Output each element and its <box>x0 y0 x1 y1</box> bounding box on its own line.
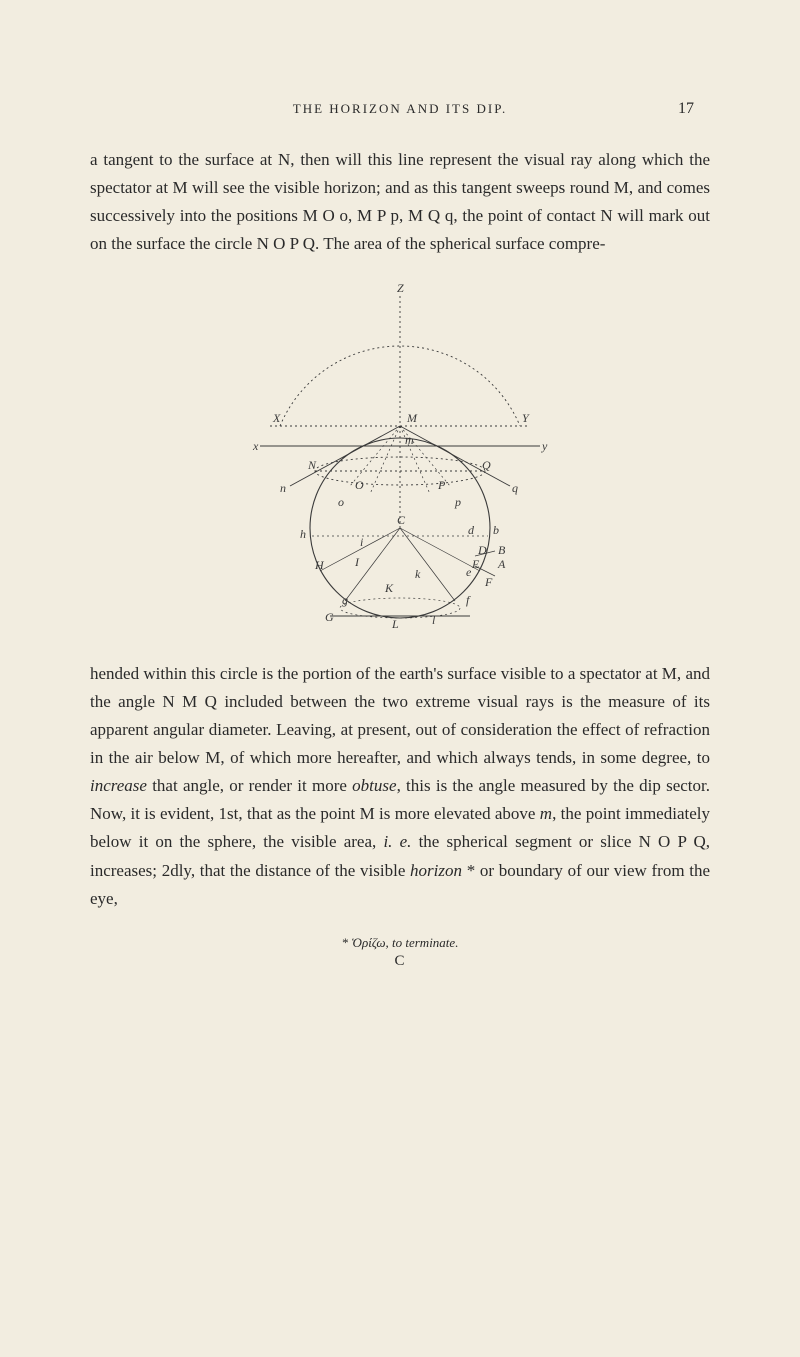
label-i: i <box>360 535 363 549</box>
label-h: h <box>300 527 306 541</box>
label-I: I <box>354 555 360 569</box>
label-H: H <box>314 558 325 572</box>
label-B: B <box>498 543 506 557</box>
paragraph-2: hended within this circle is the portion… <box>90 660 710 912</box>
label-D: D <box>477 543 487 557</box>
label-Z: Z <box>397 281 404 295</box>
label-P: P <box>437 478 446 492</box>
label-G: G <box>325 610 334 624</box>
footnote: * Ὁρίζω, to terminate. <box>90 935 710 951</box>
label-K: K <box>384 581 394 595</box>
label-y: y <box>541 439 548 453</box>
figure-container: Z X Y x y M m N Q n q O P o p C d b h i <box>90 276 710 636</box>
label-b: b <box>493 523 499 537</box>
label-g: g <box>342 593 348 607</box>
label-M: M <box>406 411 418 425</box>
label-L: L <box>391 617 399 631</box>
label-k: k <box>415 567 421 581</box>
label-N: N <box>307 458 317 472</box>
label-p: p <box>454 495 461 509</box>
label-X: X <box>272 411 281 425</box>
p2-italic-2: obtuse <box>352 776 396 795</box>
page-number: 17 <box>664 100 694 118</box>
label-x: x <box>252 439 259 453</box>
label-Y: Y <box>522 411 530 425</box>
horizon-diagram: Z X Y x y M m N Q n q O P o p C d b h i <box>220 276 580 636</box>
paragraph-1: a tangent to the surface at N, then will… <box>90 146 710 258</box>
p2-italic-4: i. e. <box>383 832 411 851</box>
label-f: f <box>466 593 471 607</box>
label-C: C <box>397 513 406 527</box>
p2-text-1: hended within this circle is the portion… <box>90 664 710 767</box>
label-o: o <box>338 495 344 509</box>
label-m: m <box>405 433 414 447</box>
label-n: n <box>280 481 286 495</box>
label-q: q <box>512 481 518 495</box>
running-head: THE HORIZON AND ITS DIP. <box>136 101 664 117</box>
label-d: d <box>468 523 475 537</box>
label-E: E <box>471 557 480 571</box>
label-O: O <box>355 478 364 492</box>
label-F: F <box>484 575 493 589</box>
p2-text-2: that angle, or render it more <box>147 776 352 795</box>
label-l: l <box>432 613 436 627</box>
p2-italic-5: horizon <box>410 861 462 880</box>
label-A: A <box>497 557 506 571</box>
label-Q: Q <box>482 458 491 472</box>
p2-italic-3: m <box>540 804 552 823</box>
p2-italic-1: increase <box>90 776 147 795</box>
signature-mark: C <box>90 953 710 970</box>
page-header: THE HORIZON AND ITS DIP. 17 <box>90 100 710 118</box>
